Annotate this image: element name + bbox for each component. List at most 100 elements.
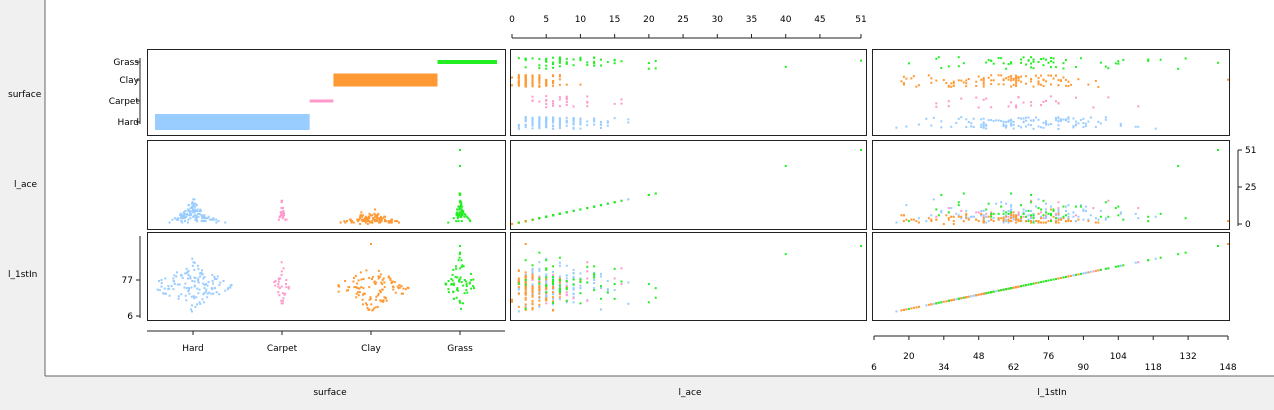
point-l-1stin-vs-l-ace	[565, 288, 568, 291]
point-l-1stin-diagonal	[1042, 280, 1045, 283]
point-l-ace-vs-surface	[447, 221, 450, 224]
point-l-ace-vs-l-1stin	[980, 212, 983, 215]
point-l-1stin-vs-l-ace	[552, 303, 555, 306]
point-l-ace-vs-l-1stin	[965, 214, 968, 217]
point-l-1stin-vs-surface	[352, 280, 355, 283]
point-l-1stin-vs-l-ace	[572, 292, 575, 295]
point-l-ace-vs-surface	[366, 218, 369, 221]
point-surface-vs-l-1stin	[1137, 105, 1140, 108]
point-surface-vs-l-1stin	[1147, 59, 1150, 62]
point-l-ace-vs-l-1stin	[1022, 208, 1025, 211]
point-l-1stin-diagonal	[1087, 271, 1090, 274]
point-surface-vs-l-ace	[545, 106, 548, 109]
point-l-1stin-vs-surface	[455, 288, 458, 291]
point-l-ace-vs-surface	[458, 205, 461, 208]
point-surface-vs-l-ace	[558, 59, 561, 62]
point-l-ace-vs-surface	[460, 209, 463, 212]
point-surface-vs-l-1stin	[1077, 122, 1080, 125]
point-l-1stin-vs-l-ace	[538, 276, 541, 279]
point-surface-vs-l-ace	[524, 126, 527, 129]
l-1stin-bottom-tick-label: 118	[1145, 363, 1162, 373]
point-l-ace-vs-surface	[224, 221, 227, 224]
point-l-1stin-vs-surface	[184, 294, 187, 297]
point-l-ace-vs-surface	[196, 212, 199, 215]
point-l-ace-diagonal	[572, 209, 575, 212]
point-l-1stin-vs-l-ace	[524, 303, 527, 306]
point-l-ace-vs-l-1stin	[905, 204, 908, 207]
point-l-ace-vs-l-1stin	[1010, 209, 1013, 212]
point-l-1stin-vs-surface	[197, 277, 200, 280]
point-l-1stin-vs-surface	[337, 284, 340, 287]
point-l-1stin-vs-l-ace	[593, 289, 596, 292]
point-l-1stin-vs-l-ace	[545, 297, 548, 300]
point-l-ace-vs-surface	[457, 212, 460, 215]
point-l-1stin-vs-surface	[376, 305, 379, 308]
point-surface-vs-l-ace	[517, 74, 520, 77]
point-surface-vs-l-1stin	[997, 56, 1000, 59]
point-surface-vs-l-1stin	[1082, 122, 1085, 125]
point-surface-vs-l-1stin	[1089, 116, 1092, 119]
point-l-ace-vs-l-1stin	[1050, 205, 1052, 208]
point-surface-vs-l-ace	[552, 61, 555, 64]
point-l-1stin-diagonal	[1084, 271, 1087, 274]
point-l-1stin-vs-surface	[377, 294, 380, 297]
point-l-1stin-vs-surface	[381, 288, 384, 291]
point-l-1stin-diagonal	[935, 302, 938, 305]
point-l-1stin-vs-surface	[373, 280, 376, 283]
point-l-ace-vs-surface	[373, 218, 376, 221]
point-l-1stin-vs-surface	[397, 287, 400, 290]
point-surface-vs-l-ace	[784, 65, 787, 68]
point-l-ace-vs-l-1stin	[990, 218, 993, 221]
point-surface-vs-l-ace	[552, 121, 555, 124]
point-l-ace-vs-l-1stin	[952, 220, 955, 223]
point-l-1stin-diagonal	[942, 300, 945, 303]
surface-bar-carpet	[309, 99, 334, 103]
point-surface-vs-l-1stin	[937, 56, 940, 59]
point-l-1stin-vs-l-ace	[545, 257, 548, 260]
point-l-ace-vs-l-1stin	[1057, 221, 1060, 224]
point-l-ace-vs-surface	[455, 220, 458, 223]
l-ace-top-tick-label: 10	[575, 15, 587, 25]
point-l-1stin-vs-l-ace	[531, 302, 534, 305]
point-l-ace-vs-l-1stin	[947, 207, 950, 210]
point-l-1stin-vs-l-ace	[558, 282, 561, 285]
point-l-ace-vs-l-1stin	[1107, 215, 1110, 218]
point-l-ace-vs-surface	[215, 221, 218, 224]
point-l-1stin-diagonal	[1074, 273, 1077, 276]
point-surface-vs-l-1stin	[982, 98, 985, 101]
point-l-ace-vs-surface	[460, 202, 463, 205]
point-l-ace-vs-l-1stin	[1032, 221, 1035, 224]
point-surface-vs-l-ace	[565, 119, 568, 122]
point-l-1stin-diagonal	[980, 293, 983, 296]
point-l-ace-vs-surface	[381, 217, 384, 220]
point-l-1stin-vs-surface	[207, 281, 210, 284]
point-l-1stin-vs-l-ace	[531, 277, 534, 280]
point-l-1stin-vs-l-ace	[517, 280, 520, 283]
point-surface-vs-l-1stin	[1119, 122, 1122, 125]
point-surface-vs-l-ace	[538, 126, 541, 129]
point-l-1stin-vs-l-ace	[538, 275, 541, 278]
point-l-ace-vs-surface	[193, 209, 196, 212]
point-surface-vs-l-1stin	[982, 126, 985, 129]
point-l-ace-vs-surface	[168, 221, 171, 224]
point-surface-vs-l-ace	[511, 84, 513, 87]
point-l-1stin-vs-l-ace	[538, 292, 541, 295]
point-surface-vs-l-1stin	[1040, 104, 1043, 107]
point-surface-vs-l-ace	[524, 76, 527, 79]
point-l-1stin-vs-l-ace	[565, 287, 568, 290]
point-l-ace-vs-l-1stin	[1030, 217, 1033, 220]
l-ace-top-axis: 0 5 10 15 20 25 30 35 40 45 51	[509, 15, 867, 39]
point-l-ace-vs-surface	[282, 214, 285, 217]
point-l-ace-vs-l-1stin	[985, 208, 988, 211]
point-l-1stin-vs-l-ace	[524, 290, 527, 293]
point-l-1stin-vs-l-ace	[647, 283, 650, 286]
point-l-ace-vs-surface	[367, 215, 370, 218]
point-surface-vs-l-1stin	[990, 119, 993, 122]
point-l-1stin-vs-surface	[400, 285, 403, 288]
point-l-1stin-vs-surface	[402, 287, 405, 290]
point-l-1stin-diagonal	[1027, 283, 1030, 286]
point-l-ace-vs-l-1stin	[982, 221, 985, 224]
point-l-ace-vs-surface	[194, 202, 197, 205]
point-surface-vs-l-ace	[579, 117, 582, 120]
point-surface-vs-l-1stin	[1050, 123, 1052, 126]
